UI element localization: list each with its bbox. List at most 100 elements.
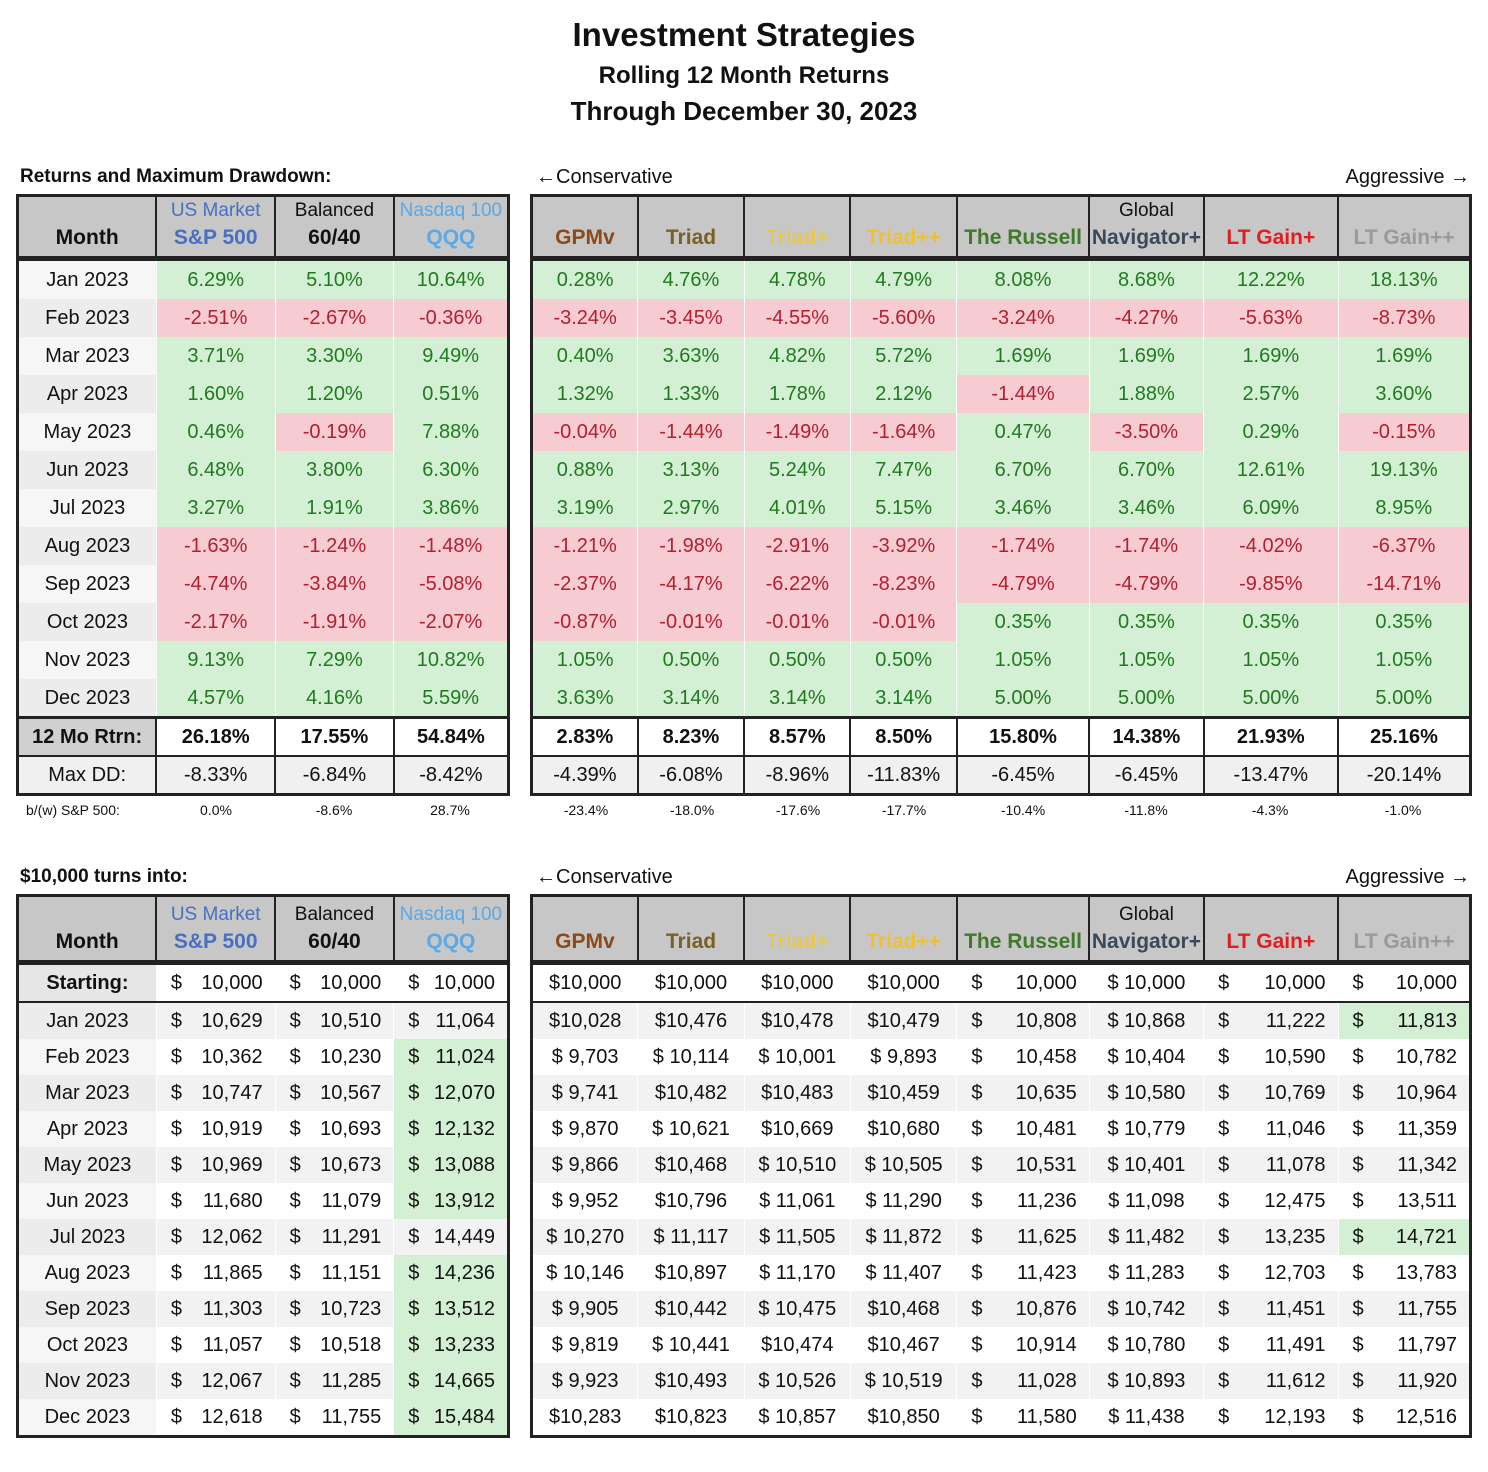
left-header-cell: Nasdaq 100 QQQ: [392, 895, 509, 962]
return-cell: 4.16%: [274, 679, 394, 719]
bw-label: b/(w) S&P 500:: [26, 802, 120, 818]
dollar-sign: $: [289, 1153, 301, 1176]
dollar-cell: $ 10,510: [743, 1147, 851, 1183]
dollar-value: $ 11,482: [1108, 1225, 1185, 1248]
dollar-value: 10,808: [1015, 1009, 1077, 1032]
return-cell: 0.46%: [155, 413, 276, 451]
dollar-value: 10,693: [320, 1117, 382, 1140]
bw-value: -1.0%: [1384, 802, 1422, 818]
table-row: 1.32% 1.33% 1.78% 2.12% -1.44% 1.88% 2.57% 3.60…: [531, 375, 1471, 413]
month-cell: Jul 2023: [17, 1219, 157, 1255]
dollar-sign: $: [971, 1009, 983, 1032]
return-cell: -3.50%: [1088, 413, 1204, 451]
dollar-cell: $ 9,741: [530, 1075, 638, 1111]
dollar-value: $10,468: [867, 1297, 940, 1320]
return-cell: 4.79%: [849, 259, 957, 299]
return-cell: 5.15%: [849, 489, 957, 527]
dollar-cell: $13,233: [393, 1327, 509, 1363]
return-cell: 1.69%: [956, 337, 1090, 375]
dollar-value: 10,000: [1395, 971, 1457, 994]
dollar-value: 10,769: [1264, 1081, 1326, 1104]
dollar-cell: $10,531: [956, 1147, 1090, 1183]
return-cell: 1.05%: [1203, 641, 1339, 679]
return-cell: 12.22%: [1203, 259, 1339, 299]
dollar-value: 12,516: [1395, 1405, 1457, 1428]
dollar-cell: $11,079: [274, 1183, 394, 1219]
dollar-value: 10,481: [1015, 1117, 1077, 1140]
dollar-value: 11,865: [202, 1261, 263, 1284]
dollar-value: 10,673: [320, 1153, 382, 1176]
dollar-sign: $: [170, 1117, 182, 1140]
dollar-cell: $11,024: [393, 1039, 509, 1075]
return-cell: -1.91%: [274, 603, 394, 641]
return-cell: 1.60%: [155, 375, 276, 413]
dollar-value: 15,484: [433, 1405, 495, 1428]
table-row: $ 10,146 $10,897 $ 11,170 $ 11,407 $11,423 $ …: [530, 1255, 1471, 1291]
dollar-value: $10,897: [654, 1261, 728, 1284]
dollar-cell: $13,783: [1337, 1255, 1471, 1291]
dollar-sign: $: [289, 1009, 301, 1032]
table-row: Feb 2023 $10,362 $10,230 $11,024: [17, 1039, 509, 1075]
month-cell: Jan 2023: [17, 1002, 157, 1039]
dollar-sign: $: [170, 1333, 182, 1356]
dollar-value: $ 9,870: [551, 1117, 619, 1140]
dollar-sign: $: [289, 1045, 301, 1068]
dollar-cell: $11,303: [155, 1291, 276, 1327]
dollar-sign: $: [1352, 1297, 1364, 1320]
month-cell: Jul 2023: [17, 489, 157, 527]
return-cell: 9.49%: [393, 337, 509, 375]
return-cell: 1.32%: [531, 375, 638, 413]
return-cell: 3.14%: [849, 679, 957, 719]
dollar-sign: $: [408, 1225, 420, 1248]
dollar-value: $ 10,146: [546, 1261, 625, 1284]
return-cell: 1.69%: [1088, 337, 1204, 375]
return-cell: -4.17%: [637, 565, 745, 603]
dollar-value: 10,000: [1015, 971, 1077, 994]
dollar-sign: $: [1218, 1189, 1230, 1212]
return-cell: -3.92%: [849, 527, 957, 565]
right-header-cell: LT Gain++: [1337, 195, 1471, 258]
return-cell: -1.64%: [849, 413, 957, 451]
return-cell: 4.01%: [743, 489, 851, 527]
return-cell: 5.00%: [1203, 679, 1339, 719]
return-cell: 1.05%: [956, 641, 1090, 679]
dollar-sign: $: [408, 1405, 420, 1428]
header-main-label: Triad: [665, 929, 717, 953]
return-cell: -4.27%: [1088, 299, 1204, 337]
dollar-value: 12,062: [201, 1225, 263, 1248]
dollar-cell: $11,359: [1337, 1111, 1471, 1147]
bw-value: -23.4%: [563, 802, 609, 818]
bw-value: 0.0%: [200, 802, 232, 818]
dollar-cell: $11,285: [274, 1363, 394, 1399]
returns-right-body: 0.28% 4.76% 4.78% 4.79% 8.08% 8.68% 12.22% 18.1…: [530, 258, 1472, 720]
dollar-cell: $ 10,857: [743, 1399, 851, 1437]
dollar-cell: $10,000: [1203, 963, 1339, 1003]
dollar-value: 13,912: [433, 1189, 495, 1212]
month-cell: Mar 2023: [17, 337, 157, 375]
return-cell: 7.29%: [274, 641, 394, 679]
table-row: $ 9,952 $10,796 $ 11,061 $ 11,290 $11,236 $ 1…: [530, 1183, 1471, 1219]
dollar-cell: $10,693: [274, 1111, 394, 1147]
month-cell: Apr 2023: [17, 1111, 157, 1147]
maxdd-cell: -6.45%: [955, 755, 1090, 795]
dollar-cell: $11,291: [274, 1219, 394, 1255]
dollar-cell: $ 11,061: [743, 1183, 851, 1219]
return-cell: 3.46%: [956, 489, 1090, 527]
dollar-cell: $10,230: [274, 1039, 394, 1075]
dollar-sign: $: [1352, 1369, 1364, 1392]
return-cell: 9.13%: [155, 641, 276, 679]
dollar-value: $ 9,893: [870, 1045, 938, 1068]
dollar-cell: $ 10,475: [743, 1291, 851, 1327]
dollar-sign: $: [170, 1261, 182, 1284]
rtrn-cell: 14.38%: [1088, 717, 1204, 756]
dollar-value: $ 9,866: [551, 1153, 619, 1176]
rtrn-cell: 25.16%: [1337, 717, 1471, 756]
summary-row-maxdd: Max DD: -8.33% -6.84% -8.42%: [17, 755, 509, 795]
maxdd-label: Max DD:: [17, 755, 157, 795]
dollar-sign: $: [170, 1045, 182, 1068]
dollar-sign: $: [170, 1153, 182, 1176]
month-cell: Dec 2023: [17, 679, 157, 719]
dollar-sign: $: [289, 1405, 301, 1428]
dollar-cell: $10,000: [274, 963, 394, 1003]
return-cell: -14.71%: [1337, 565, 1471, 603]
